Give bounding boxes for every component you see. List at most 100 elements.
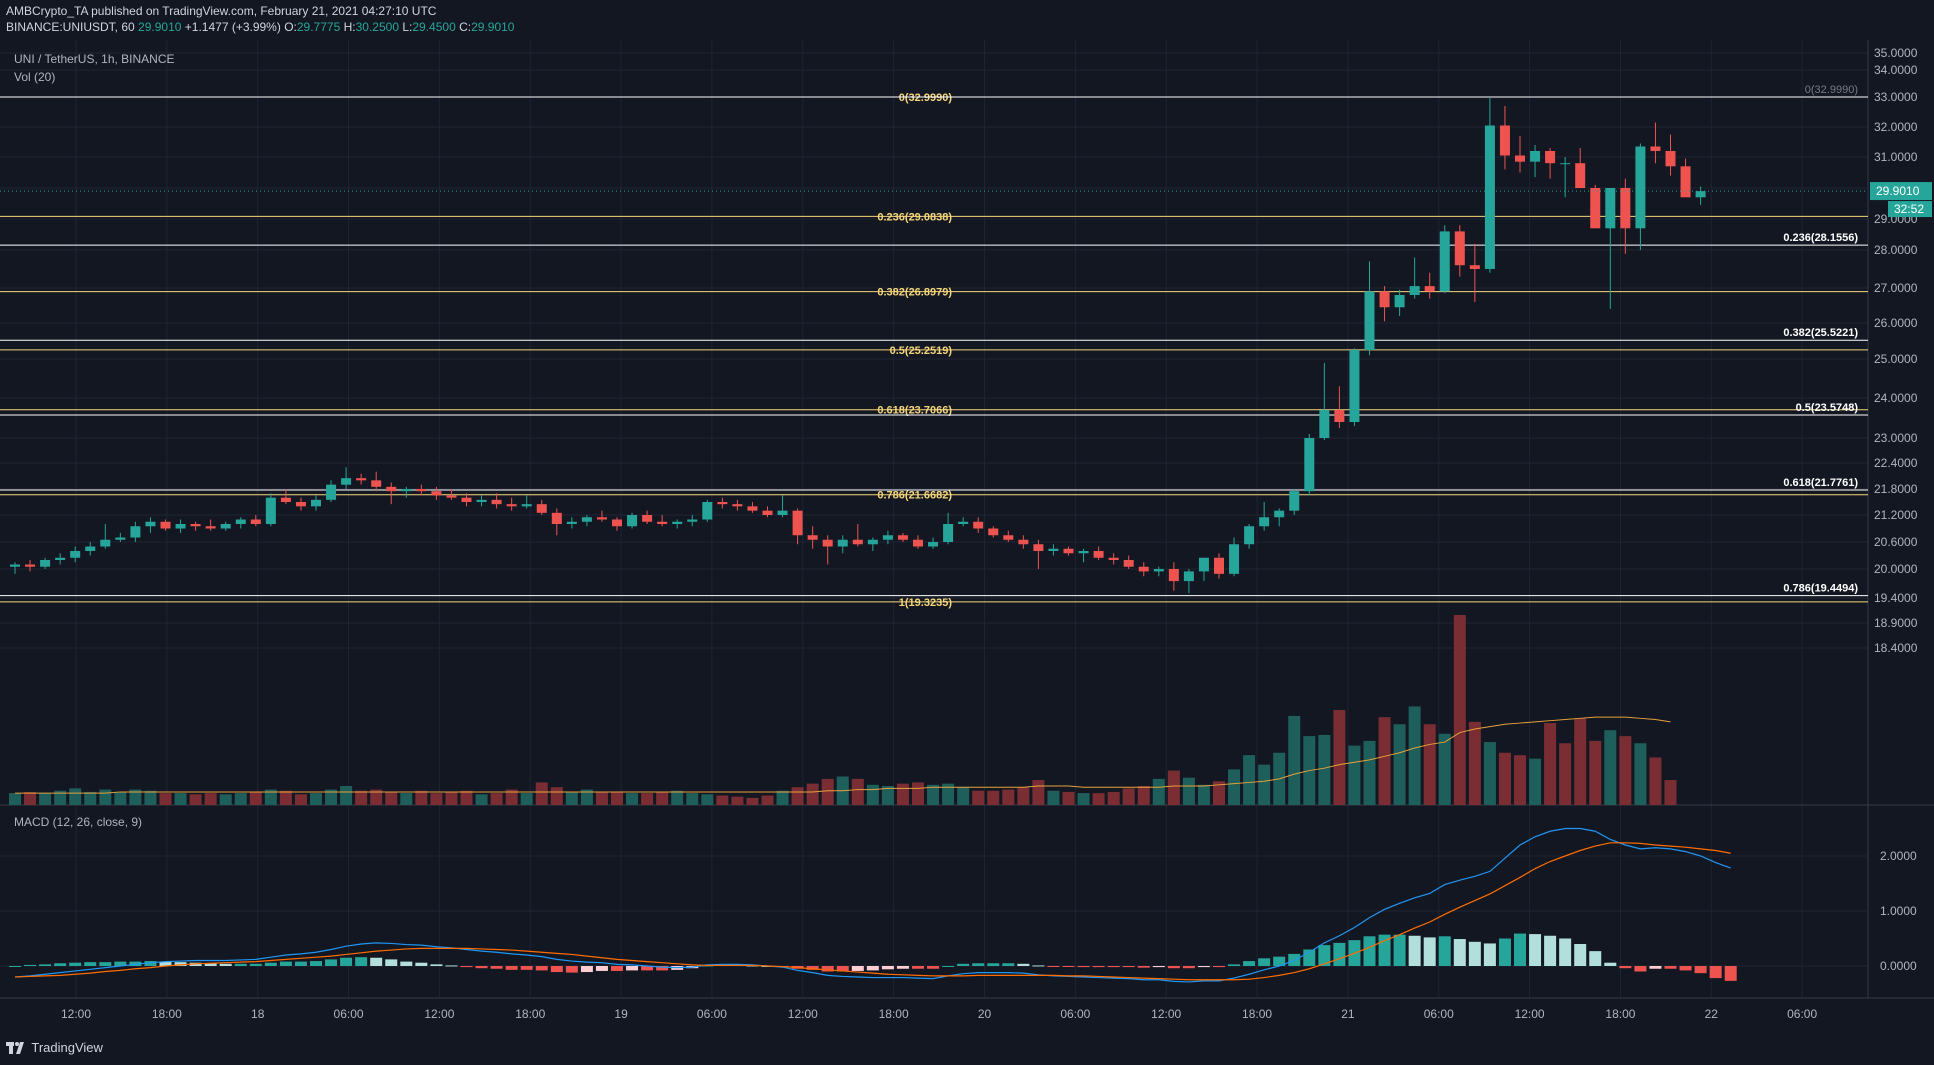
candle-body — [356, 478, 367, 481]
candle-body — [326, 484, 337, 500]
candle-body — [40, 560, 51, 567]
volume-bar — [806, 783, 819, 805]
x-tick-label: 06:00 — [1060, 1007, 1090, 1021]
macd-histogram-bar — [144, 961, 157, 966]
macd-histogram-bar — [1514, 933, 1526, 966]
volume-bar — [535, 782, 548, 805]
macd-histogram-bar — [475, 966, 488, 969]
tradingview-logo[interactable]: TradingView — [6, 1040, 103, 1055]
macd-histogram-bar — [565, 966, 578, 973]
macd-histogram-bar — [1152, 966, 1165, 968]
volume-ma-line — [15, 716, 1671, 794]
last-price-tag — [1870, 182, 1932, 201]
candle-body — [1003, 535, 1014, 540]
y-tick-label: 19.4000 — [1874, 591, 1918, 605]
y-tick-label: 26.0000 — [1874, 316, 1918, 330]
macd-histogram-bar — [1679, 966, 1692, 971]
candle-body — [1650, 146, 1661, 151]
candle-body — [476, 499, 487, 502]
volume-bar — [460, 790, 473, 805]
macd-histogram-bar — [1634, 966, 1647, 972]
volume-bar — [1077, 793, 1090, 805]
volume-bar — [1649, 757, 1662, 805]
candle-body — [55, 557, 66, 560]
macd-histogram-bar — [806, 966, 819, 970]
volume-bar — [641, 793, 654, 805]
candle-body — [867, 539, 878, 545]
volume-bar — [821, 778, 834, 805]
volume-bar — [701, 794, 714, 805]
candle-body — [280, 497, 291, 502]
volume-bar — [626, 793, 639, 805]
macd-histogram-bar — [69, 962, 82, 966]
candle-body — [1063, 548, 1074, 554]
countdown-tag — [1888, 201, 1932, 218]
candle-body — [1304, 438, 1315, 492]
candle-body — [311, 499, 321, 507]
volume-bar — [204, 793, 217, 805]
symbol-label: BINANCE:UNIUSDT, 60 — [6, 20, 135, 34]
candle-body — [566, 521, 577, 524]
candle-body — [371, 480, 382, 487]
macd-histogram-bar — [1604, 962, 1617, 966]
volume-bar — [761, 795, 774, 805]
candle-body — [1379, 291, 1390, 308]
candle-body — [581, 517, 592, 522]
candle-body — [943, 524, 954, 542]
candle-body — [521, 504, 532, 507]
candle-body — [1545, 151, 1556, 164]
brand-name: TradingView — [31, 1040, 103, 1055]
macd-histogram-bar — [851, 966, 864, 971]
candle-body — [596, 517, 607, 520]
candle-body — [401, 489, 412, 492]
low-label: L: — [402, 20, 413, 34]
macd-histogram-bar — [1137, 966, 1150, 968]
volume-bar — [927, 784, 940, 805]
x-tick-label: 06:00 — [697, 1007, 727, 1021]
macd-histogram-bar — [1047, 966, 1060, 967]
candle-body — [461, 497, 472, 502]
candle-body — [250, 519, 261, 524]
candle-body — [687, 519, 698, 522]
candle-body — [1274, 510, 1285, 518]
volume-bar — [1137, 786, 1150, 805]
candle-body — [897, 535, 908, 540]
y-tick-label: 20.0000 — [1874, 562, 1918, 576]
volume-bar — [84, 791, 97, 805]
price-value: 29.9010 — [138, 20, 182, 34]
fib-label: 0.236(28.1556) — [1783, 232, 1858, 244]
candle-body — [1665, 151, 1676, 167]
y-tick-label: 35.0000 — [1874, 46, 1918, 60]
volume-bar — [1468, 721, 1481, 805]
macd-histogram-bar — [114, 961, 127, 966]
volume-bar — [505, 789, 518, 805]
candle-body — [657, 521, 668, 524]
x-tick-label: 12:00 — [61, 1007, 91, 1021]
volume-bar — [430, 793, 443, 805]
volume-bar — [1182, 777, 1195, 805]
candle-body — [1048, 548, 1059, 551]
candle-body — [220, 524, 231, 529]
candle-body — [1695, 191, 1706, 198]
candle-body — [341, 478, 352, 485]
fib-label: 0.5(23.5748) — [1796, 402, 1859, 414]
y-tick-label: 24.0000 — [1874, 391, 1918, 405]
macd-histogram-bar — [99, 962, 112, 966]
macd-histogram-bar — [1483, 943, 1496, 966]
macd-histogram-bar — [1574, 944, 1587, 966]
macd-histogram-bar — [1468, 941, 1481, 966]
candle-body — [235, 519, 246, 524]
volume-bar — [1333, 710, 1346, 805]
candle-body — [190, 524, 201, 527]
volume-bar — [99, 789, 112, 805]
volume-bar — [475, 794, 488, 805]
volume-bar — [866, 784, 879, 805]
volume-bar — [174, 793, 187, 805]
candle-body — [1469, 265, 1480, 269]
candle-body — [1244, 526, 1255, 545]
volume-bar — [355, 790, 368, 805]
y-tick-label: 21.8000 — [1874, 482, 1918, 496]
x-tick-label: 12:00 — [424, 1007, 454, 1021]
x-tick-label: 18:00 — [1242, 1007, 1272, 1021]
